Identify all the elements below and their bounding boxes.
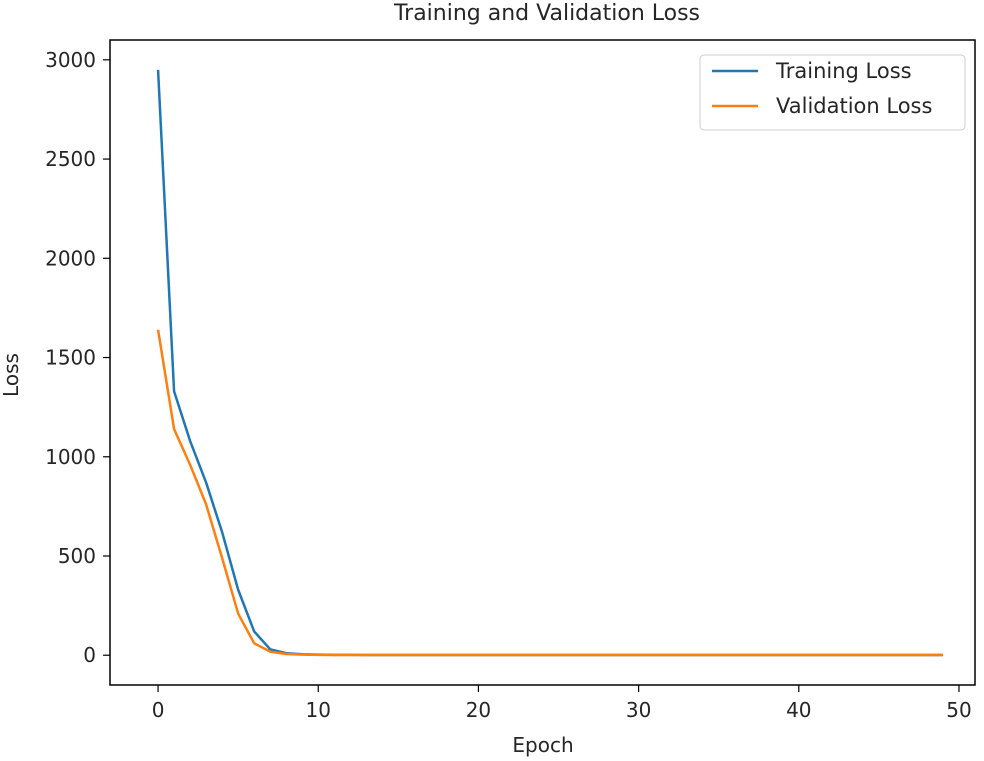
legend-label-training: Training Loss: [775, 59, 912, 83]
training-loss-line: [156, 69, 943, 657]
legend-box: [699, 54, 966, 131]
validation-loss-line: [156, 329, 943, 657]
y-tick-label: 2000: [45, 246, 96, 270]
y-tick-label: 500: [58, 544, 96, 568]
series-layer: [156, 69, 943, 657]
x-tick-label: 50: [946, 698, 971, 722]
x-axis-label: Epoch: [512, 733, 573, 757]
y-axis-ticks: 0 500 1000 1500 2000 2500 3000: [45, 48, 110, 667]
plot-area: [109, 39, 976, 686]
x-tick-label: 10: [306, 698, 331, 722]
chart-title: Training and Validation Loss: [393, 1, 700, 26]
legend-label-validation: Validation Loss: [776, 94, 932, 118]
x-tick-label: 40: [786, 698, 811, 722]
y-tick-label: 2500: [45, 147, 96, 171]
y-axis-label: Loss: [0, 353, 23, 397]
x-tick-label: 0: [152, 698, 165, 722]
x-axis-ticks: 0 10 20 30 40 50: [152, 685, 972, 722]
y-tick-label: 0: [83, 643, 96, 667]
y-tick-label: 1000: [45, 445, 96, 469]
x-tick-label: 20: [466, 698, 491, 722]
plot-frame: [109, 39, 976, 686]
y-tick-label: 1500: [45, 346, 96, 370]
y-tick-label: 3000: [45, 48, 96, 72]
x-tick-label: 30: [626, 698, 651, 722]
legend: Training Loss Validation Loss: [699, 54, 966, 131]
